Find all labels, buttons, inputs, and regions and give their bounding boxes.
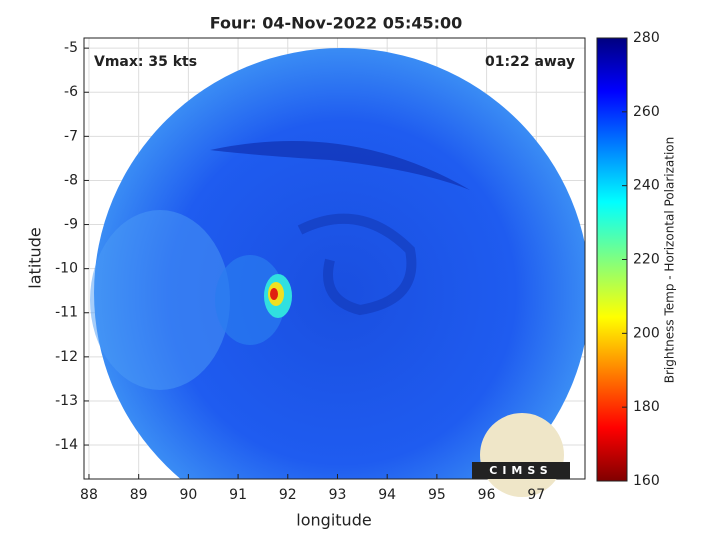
colorbar-tick-label: 180 xyxy=(633,399,660,415)
x-tick-label: 94 xyxy=(378,487,396,503)
y-tick-label: -14 xyxy=(55,437,78,453)
x-tick-label: 92 xyxy=(279,487,297,503)
y-tick-label: -7 xyxy=(64,128,78,144)
colorbar-tick-label: 280 xyxy=(633,30,660,46)
y-tick-label: -9 xyxy=(64,217,78,233)
colorbar-tick-label: 260 xyxy=(633,104,660,120)
eye-spiral xyxy=(297,213,417,316)
y-tick-label: -12 xyxy=(55,349,78,365)
colorbar-tick-label: 160 xyxy=(633,473,660,489)
y-tick-label: -11 xyxy=(55,305,78,321)
y-tick-label: -8 xyxy=(64,172,78,188)
colorbar-tick-label: 220 xyxy=(633,252,660,268)
x-tick-label: 93 xyxy=(329,487,347,503)
swath xyxy=(94,48,585,479)
x-tick-label: 89 xyxy=(130,487,148,503)
convection xyxy=(215,255,285,345)
y-tick-label: -6 xyxy=(64,84,78,100)
y-tick-label: -13 xyxy=(55,393,78,409)
plot-frame xyxy=(83,37,586,480)
y-axis-label: latitude xyxy=(26,227,45,288)
x-tick-label: 91 xyxy=(229,487,247,503)
y-tick-label: -10 xyxy=(55,261,78,277)
x-tick-label: 96 xyxy=(478,487,496,503)
colorbar-label: Brightness Temp - Horizontal Polarizatio… xyxy=(663,137,677,384)
annotation: Vmax: 35 kts xyxy=(94,54,197,70)
x-axis-label: longitude xyxy=(296,511,371,530)
y-tick-label: -5 xyxy=(64,40,78,56)
logo-text: CIMSS xyxy=(489,464,552,477)
swath-edge xyxy=(90,210,230,390)
x-tick-label: 88 xyxy=(80,487,98,503)
convection xyxy=(270,288,278,300)
chart-title: Four: 04-Nov-2022 05:45:00 xyxy=(210,14,463,33)
satellite-image xyxy=(90,48,585,479)
x-tick-label: 97 xyxy=(527,487,545,503)
colorbar-tick-label: 240 xyxy=(633,178,660,194)
rain-band xyxy=(210,141,470,190)
x-tick-label: 90 xyxy=(179,487,197,503)
annotation: 01:22 away xyxy=(485,54,575,70)
colorbar-tick-label: 200 xyxy=(633,325,660,341)
logo: CIMSS xyxy=(472,413,570,497)
x-tick-label: 95 xyxy=(428,487,446,503)
